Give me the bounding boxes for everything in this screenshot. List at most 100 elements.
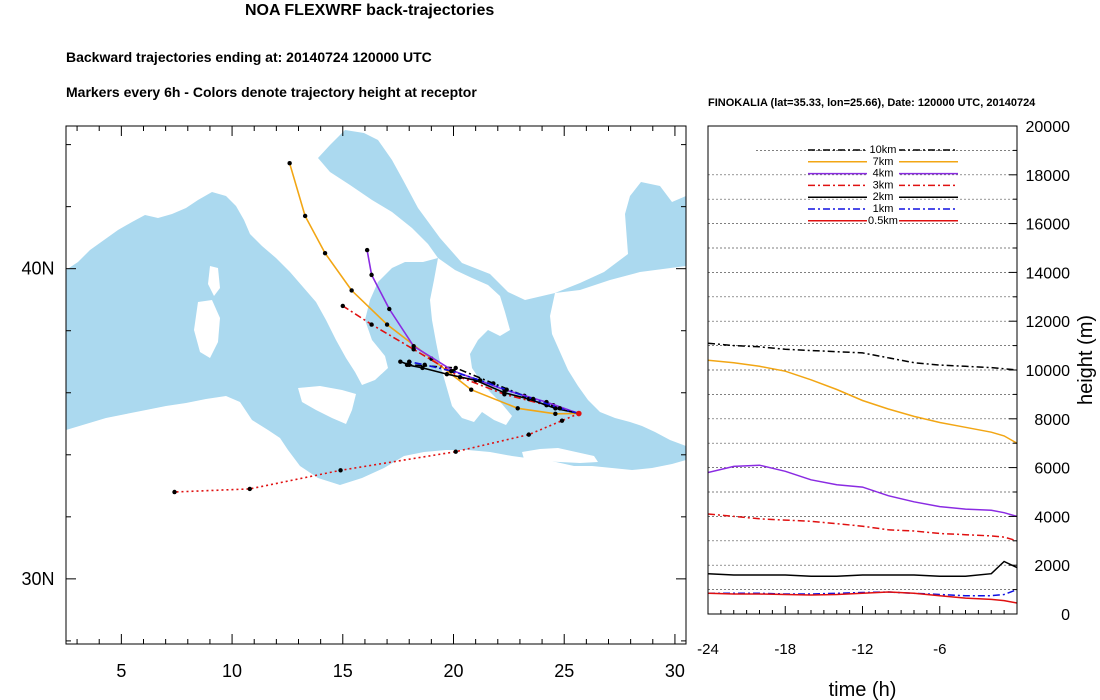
land-europe-north	[66, 126, 686, 385]
height-x-tick-label: -6	[933, 641, 946, 658]
trajectory-lines	[172, 161, 582, 495]
land-sicily	[298, 386, 356, 424]
trajectory-marker	[411, 344, 416, 349]
trajectory-marker	[172, 489, 177, 495]
legend-label: 3km	[873, 179, 894, 191]
map-x-tick-label: 10	[222, 661, 242, 681]
land-greece	[430, 258, 512, 425]
height-grid	[708, 150, 1017, 590]
trajectory-4km	[366, 249, 580, 415]
legend-label-bg	[867, 166, 899, 178]
map-x-tick-label: 25	[554, 661, 574, 681]
land-corsica	[208, 266, 220, 296]
trajectory-marker	[411, 347, 416, 352]
legend-label: 4km	[873, 168, 894, 180]
legend-label-bg	[867, 213, 899, 225]
map-panel: 5 10 15 20 25 30 30N 40N	[21, 125, 687, 681]
height-line-2km	[708, 560, 1017, 577]
height-plot-background	[708, 126, 1017, 614]
height-line-3km	[708, 513, 1017, 542]
trajectory-marker	[515, 406, 520, 411]
height-axes: 0 2000 4000 6000 8000 10000 12000 14000 16000 180…	[697, 119, 1097, 700]
height-x-tick-label: -12	[852, 641, 874, 658]
receptor-marker	[576, 410, 582, 417]
trajectory-marker	[349, 288, 354, 293]
map-frame	[65, 125, 687, 645]
trajectory-marker	[340, 303, 345, 309]
trajectory-7km	[288, 162, 579, 415]
trajectory-marker	[531, 396, 536, 402]
land-masses	[66, 126, 686, 644]
trajectory-marker	[444, 371, 450, 377]
trajectory-marker	[398, 359, 403, 364]
height-line-10km	[708, 342, 1017, 371]
trajectory-marker	[420, 365, 425, 371]
legend-label: 10km	[870, 144, 897, 156]
trajectory-marker	[449, 368, 454, 374]
height-y-tick-label: 8000	[1034, 412, 1070, 429]
chart-title: NOA FLEXWRF back-trajectories	[245, 2, 495, 19]
legend-label-bg	[867, 190, 899, 202]
legend-label-bg	[867, 202, 899, 213]
trajectory-marker	[502, 390, 507, 395]
height-x-axis-label: time (h)	[829, 679, 897, 700]
trajectory-marker	[559, 418, 565, 423]
land-africa	[66, 396, 686, 644]
trajectory-marker	[557, 406, 562, 411]
map-x-tick-label: 5	[116, 661, 126, 681]
trajectory-marker	[404, 362, 410, 368]
trajectory-marker	[526, 432, 531, 437]
legend-label-bg	[867, 143, 899, 154]
height-lines	[708, 342, 1017, 604]
height-y-tick-label: 0	[1061, 607, 1070, 624]
map-axes: 5 10 15 20 25 30 30N 40N	[21, 126, 686, 681]
legend-label-bg	[867, 178, 899, 190]
height-line-7km	[708, 359, 1017, 444]
trajectory-marker	[453, 365, 458, 371]
height-y-tick-label: 20000	[1026, 119, 1071, 136]
trajectory-2km	[406, 364, 579, 415]
chart-subtitle-end-time: Backward trajectories ending at: 2014072…	[66, 49, 432, 65]
trajectory-marker	[338, 468, 343, 473]
trajectory-marker	[322, 250, 328, 256]
trajectory-marker	[469, 387, 474, 392]
trajectory-marker	[369, 272, 374, 278]
trajectory-marker	[407, 359, 412, 364]
land-sardinia	[194, 300, 220, 358]
map-x-tick-label: 20	[443, 661, 463, 681]
height-y-tick-label: 2000	[1034, 558, 1070, 575]
height-x-tick-label: -18	[774, 641, 796, 658]
trajectory-1km	[409, 360, 580, 415]
height-line-4km	[708, 464, 1017, 518]
height-y-tick-label: 4000	[1034, 509, 1070, 526]
map-y-tick-label: 30N	[21, 569, 54, 589]
height-y-tick-label: 10000	[1026, 363, 1071, 380]
map-y-tick-label: 40N	[21, 259, 54, 279]
trajectory-marker	[364, 247, 370, 253]
height-panel-title: FINOKALIA (lat=35.33, lon=25.66), Date: …	[708, 97, 1036, 109]
trajectory-marker	[453, 449, 458, 454]
height-y-tick-label: 16000	[1026, 217, 1071, 234]
trajectory-marker	[422, 362, 427, 368]
land-crete	[522, 448, 598, 463]
trajectory-marker	[302, 213, 308, 219]
height-y-tick-label: 14000	[1026, 265, 1071, 282]
height-y-tick-label: 18000	[1026, 168, 1071, 185]
trajectory-marker	[287, 161, 292, 166]
chart-subtitle-markers: Markers every 6h - Colors denote traject…	[66, 84, 477, 100]
trajectory-marker	[553, 411, 558, 417]
trajectory-marker	[504, 387, 509, 392]
map-x-tick-label: 30	[665, 661, 685, 681]
height-y-axis-label: height (m)	[1075, 315, 1097, 405]
land-cyprus	[664, 478, 686, 490]
legend-label: 1km	[873, 203, 894, 215]
height-y-tick-label: 12000	[1026, 314, 1071, 331]
height-line-0_5km	[708, 591, 1017, 604]
legend-label: 7km	[873, 156, 894, 168]
trajectory-marker	[387, 306, 392, 312]
trajectory-marker	[384, 322, 390, 327]
map-x-tick-label: 15	[333, 661, 353, 681]
